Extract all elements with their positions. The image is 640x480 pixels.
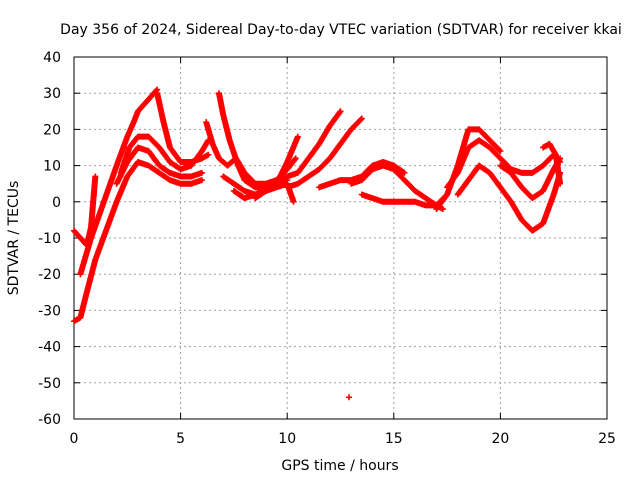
- chart-title: Day 356 of 2024, Sidereal Day-to-day VTE…: [60, 22, 622, 38]
- data-point-marker: [401, 169, 408, 176]
- y-tick-label: 40: [43, 50, 61, 66]
- data-points: [71, 86, 564, 401]
- data-point-marker: [92, 173, 99, 180]
- series-arc-8: [203, 119, 299, 187]
- data-point-marker: [337, 108, 344, 115]
- series-arc-15: [358, 191, 446, 213]
- series-arc-18: [454, 162, 564, 234]
- data-point-marker: [294, 133, 301, 140]
- series-arc-20: [540, 140, 564, 187]
- data-point-marker: [400, 169, 407, 176]
- y-tick-label: -20: [38, 267, 61, 283]
- y-tick-label: -60: [38, 412, 61, 428]
- data-point-marker: [290, 198, 297, 205]
- y-axis-label: SDTVAR / TECUs: [6, 181, 22, 296]
- series-arc-3: [154, 90, 212, 165]
- y-tick-label: -40: [38, 340, 61, 356]
- x-tick-label: 5: [176, 431, 185, 447]
- outlier-point: [346, 394, 353, 401]
- series-arc-11: [252, 108, 344, 202]
- y-tick-label: 10: [43, 159, 61, 175]
- series-arc-1: [71, 158, 205, 325]
- y-tick-label: -50: [38, 376, 61, 392]
- series-arc-12: [284, 115, 365, 191]
- data-point-marker: [557, 180, 564, 187]
- x-axis-label: GPS time / hours: [281, 458, 398, 474]
- grid-lines: [74, 57, 607, 419]
- data-point-marker: [336, 109, 343, 116]
- data-point-marker: [497, 148, 504, 155]
- data-point-marker: [439, 206, 446, 213]
- axis-ticks: [73, 56, 608, 420]
- data-point-marker: [358, 115, 365, 122]
- data-point-marker: [346, 394, 353, 401]
- data-point-marker: [205, 151, 212, 158]
- x-tick-label: 15: [385, 431, 403, 447]
- x-tick-labels: 0 5 10 15 20 25: [70, 431, 616, 447]
- y-tick-label: -30: [38, 303, 61, 319]
- x-tick-label: 10: [278, 431, 296, 447]
- series-arc-5: [117, 133, 212, 176]
- data-point-marker: [291, 156, 298, 163]
- series-arc-6: [71, 173, 99, 249]
- y-tick-label: 30: [43, 86, 61, 102]
- data-point-marker: [198, 169, 205, 176]
- series-arc-17: [444, 137, 564, 191]
- series-arc-4: [113, 144, 205, 187]
- y-tick-label: -10: [38, 231, 61, 247]
- x-tick-label: 0: [70, 431, 79, 447]
- y-tick-labels: 40 30 20 10 0 -10 -20 -30 -40 -50 -60: [38, 50, 61, 428]
- x-tick-label: 25: [598, 431, 616, 447]
- data-point-marker: [357, 116, 364, 123]
- y-tick-label: 20: [43, 122, 61, 138]
- y-tick-label: 0: [52, 195, 61, 211]
- data-point-marker: [496, 147, 503, 154]
- data-point-marker: [198, 177, 205, 184]
- data-point-marker: [292, 155, 299, 162]
- x-tick-label: 20: [491, 431, 509, 447]
